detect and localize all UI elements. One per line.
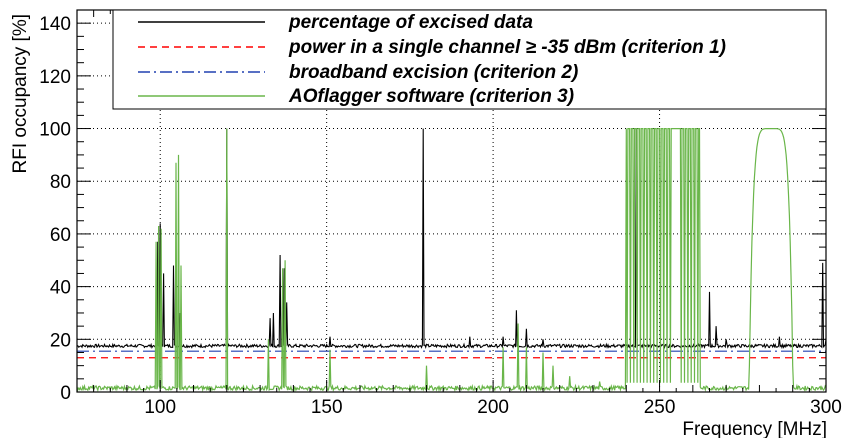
- legend-box: [112, 9, 827, 110]
- y-tick-label: 40: [50, 278, 71, 299]
- legend-label-1: power in a single channel ≥ -35 dBm (cri…: [288, 37, 726, 58]
- legend-label-3: AOflagger software (criterion 3): [288, 86, 574, 107]
- series-line-3: [76, 128, 827, 393]
- legend-label-0: percentage of excised data: [288, 12, 533, 33]
- y-tick-label: 20: [50, 330, 71, 351]
- y-tick-label: 140: [39, 14, 71, 35]
- x-tick-label: 300: [810, 397, 842, 418]
- y-tick-label: 100: [39, 120, 71, 141]
- x-axis-title: Frequency [MHz]: [682, 419, 827, 438]
- series-0: [76, 128, 827, 350]
- y-tick-label: 80: [50, 172, 71, 193]
- x-tick-label: 200: [477, 397, 509, 418]
- legend: percentage of excised data power in a sin…: [112, 9, 827, 110]
- x-tick-label: 150: [311, 397, 343, 418]
- series-layer: [76, 128, 827, 393]
- series-3: [76, 128, 827, 393]
- series-line-0: [76, 128, 827, 350]
- y-tick-label: 60: [50, 225, 71, 246]
- y-tick-label: 120: [39, 67, 71, 88]
- y-tick-label: 0: [60, 383, 71, 404]
- legend-label-2: broadband excision (criterion 2): [289, 62, 578, 83]
- x-tick-label: 250: [644, 397, 676, 418]
- x-tick-label: 100: [144, 397, 176, 418]
- y-axis-title: RFI occupancy [%]: [10, 14, 31, 173]
